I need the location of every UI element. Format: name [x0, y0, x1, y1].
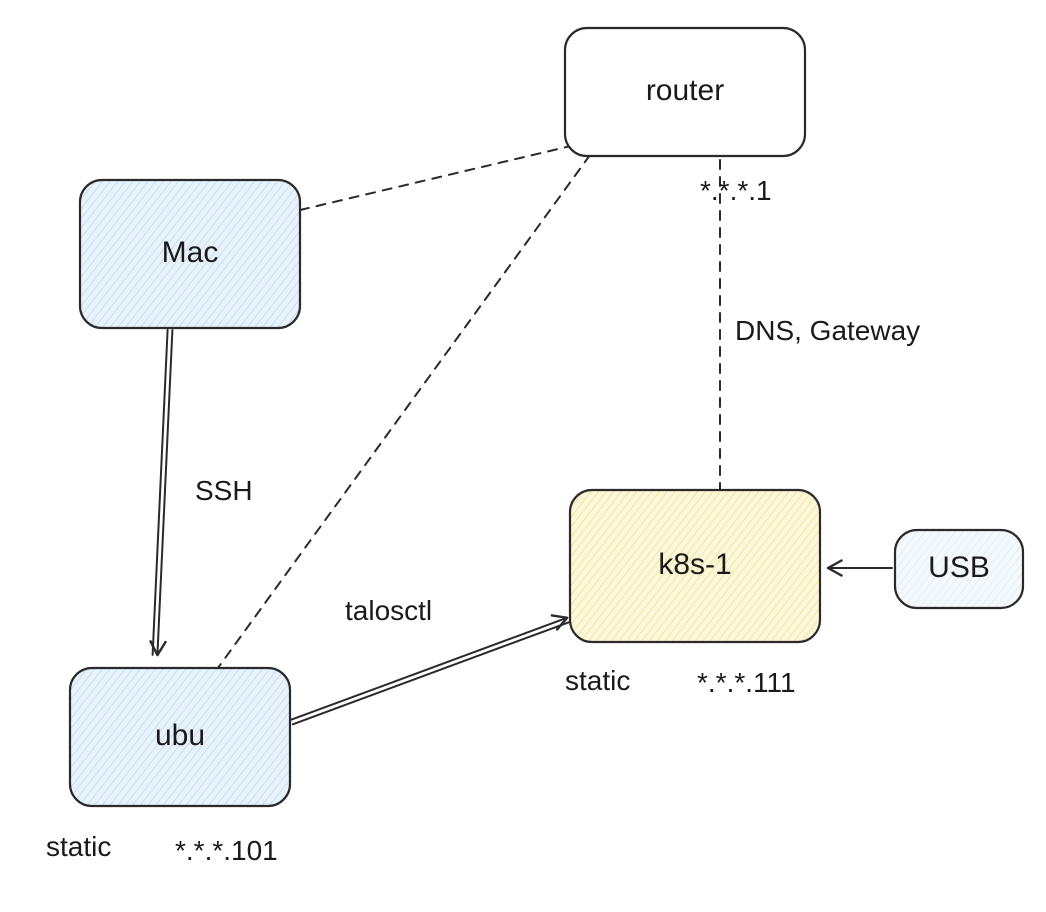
node-label-k8s1: k8s-1	[658, 548, 731, 581]
node-ubu: ubu	[70, 668, 290, 806]
node-sublabel-prefix-k8s1: static	[565, 665, 630, 696]
node-router: router	[565, 28, 805, 156]
nodes: router Mac ubu k8s-1 USB	[70, 28, 1023, 806]
node-sublabel-prefix-ubu: static	[46, 831, 111, 862]
node-label-ubu: ubu	[155, 719, 205, 752]
edge-label-router-k8s1: DNS, Gateway	[735, 315, 920, 346]
node-mac: Mac	[80, 180, 300, 328]
node-sublabel-k8s1: *.*.*.111	[697, 667, 796, 698]
node-label-mac: Mac	[162, 236, 219, 269]
edge-label-mac-ubu: SSH	[195, 475, 253, 506]
edge-mac-router	[300, 145, 575, 210]
edge-ubu-k8s1	[291, 618, 567, 720]
node-label-usb: USB	[928, 551, 990, 584]
node-sublabel-ubu: *.*.*.101	[175, 835, 278, 866]
node-k8s1: k8s-1	[570, 490, 820, 642]
edge-label-ubu-k8s1: talosctl	[345, 595, 432, 626]
node-label-router: router	[646, 74, 724, 107]
edge-ubu-k8s1	[293, 622, 569, 724]
node-sublabel-router: *.*.*.1	[700, 175, 772, 206]
network-diagram: router Mac ubu k8s-1 USB DNS, Gateway SSH talo…	[0, 0, 1046, 912]
node-usb: USB	[895, 530, 1023, 608]
